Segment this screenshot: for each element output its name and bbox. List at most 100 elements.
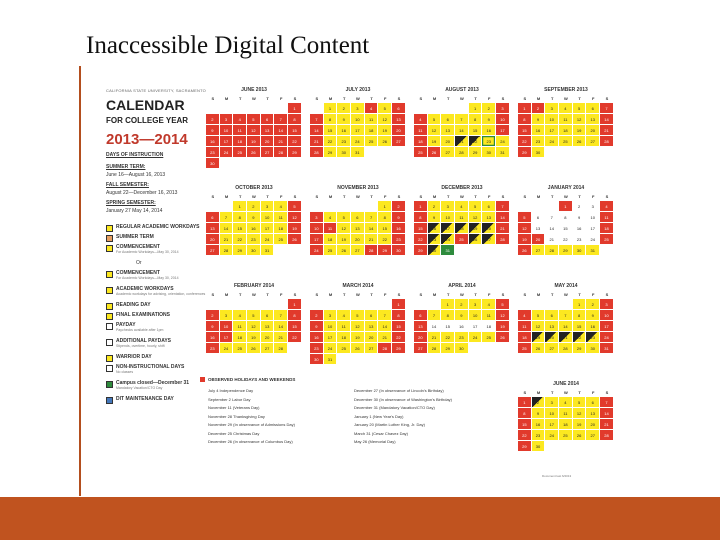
weekday-label: M bbox=[432, 292, 437, 297]
weekday-label: T bbox=[342, 292, 346, 297]
day-cell bbox=[310, 103, 324, 114]
day-cell: 11 bbox=[414, 125, 428, 136]
day-cell: 31 bbox=[260, 245, 275, 256]
day-cell: 24 bbox=[351, 136, 365, 147]
day-cell: 20 bbox=[364, 332, 379, 343]
day-cell: 22 bbox=[288, 136, 302, 147]
calendar-heading: CALENDAR bbox=[106, 97, 185, 113]
day-cell: 4 bbox=[600, 201, 614, 212]
day-cell: 1 bbox=[572, 299, 587, 310]
day-grid: 1 2 3 4 5 6 7 8 9 10 11 12 13 14 15 16 17 18 19 20 21 22 23 24 2… bbox=[518, 299, 614, 354]
day-cell: 22 bbox=[233, 234, 248, 245]
day-cell: 11 bbox=[482, 310, 497, 321]
day-cell: 18 bbox=[274, 223, 289, 234]
day-cell: 7 bbox=[274, 310, 289, 321]
weekday-label: T bbox=[446, 96, 450, 101]
day-cell: 11 bbox=[518, 321, 532, 332]
day-cell: 13 bbox=[260, 125, 275, 136]
legend-swatch-icon bbox=[106, 303, 113, 310]
day-cell: 8 bbox=[559, 212, 573, 223]
day-cell: 28 bbox=[274, 147, 289, 158]
day-cell: 21 bbox=[427, 332, 442, 343]
summer-term-label: SUMMER TERM: bbox=[106, 164, 146, 170]
holiday-line: January 20 (Martin Luther King, Jr. Day) bbox=[354, 422, 425, 427]
legend-description: Stipends, overtime, hourly, shift bbox=[116, 344, 165, 348]
weekday-label: W bbox=[252, 292, 256, 297]
legend-swatch-icon bbox=[106, 287, 113, 294]
day-cell: 4 bbox=[455, 201, 469, 212]
weekday-label: M bbox=[328, 194, 333, 199]
day-cell: 12 bbox=[468, 212, 483, 223]
holiday-line: September 2 Labor Day bbox=[208, 396, 251, 402]
day-cell bbox=[337, 299, 352, 310]
month-calendar: MARCH 2014 S M T W T F S 1 2 3 4 5 6 7 8 9 10 11 12 13 14 15 16… bbox=[310, 282, 406, 374]
weekday-label: T bbox=[550, 194, 554, 199]
day-cell: 20 bbox=[441, 136, 456, 147]
day-cell: 17 bbox=[468, 321, 483, 332]
day-cell: 7 bbox=[274, 114, 289, 125]
day-cell: 28 bbox=[427, 343, 442, 354]
day-cell: 2 bbox=[427, 201, 442, 212]
month-title: MARCH 2014 bbox=[342, 283, 374, 289]
day-cell: 3 bbox=[468, 299, 483, 310]
day-cell: 30 bbox=[206, 158, 220, 169]
day-cell: 28 bbox=[545, 245, 560, 256]
day-grid: 1 2 3 4 5 6 7 8 9 10 11 12 13 14 15 16 17 18 19 20 21 22 23 24 2… bbox=[518, 397, 614, 452]
day-cell bbox=[260, 103, 275, 114]
day-cell: 4 bbox=[337, 310, 352, 321]
day-cell: 29 bbox=[392, 343, 406, 354]
weekday-label: T bbox=[446, 292, 450, 297]
day-cell: 10 bbox=[545, 114, 560, 125]
day-cell: 6 bbox=[586, 397, 601, 408]
day-cell: 17 bbox=[586, 223, 601, 234]
day-cell: 26 bbox=[378, 136, 393, 147]
day-cell: 12 bbox=[288, 212, 302, 223]
legend-item: Campus closed—December 31 Mandatory Vacat… bbox=[106, 380, 204, 394]
holidays-title-text: OBSERVED HOLIDAYS AND WEEKENDS bbox=[208, 377, 296, 382]
legend-swatch-icon bbox=[106, 235, 113, 242]
day-cell: 19 bbox=[518, 234, 532, 245]
day-cell: 14 bbox=[219, 223, 234, 234]
day-cell: 18 bbox=[559, 419, 573, 430]
day-cell: 9 bbox=[310, 321, 324, 332]
day-cell: 17 bbox=[310, 234, 324, 245]
legend-item: REGULAR ACADEMIC WORKDAYS bbox=[106, 224, 204, 238]
day-cell: 7 bbox=[427, 310, 442, 321]
day-cell: 9 bbox=[531, 408, 546, 419]
day-grid: 1 2 3 4 5 6 7 8 9 10 11 12 13 14 15 16 17 18 19 20 21 22 23 24 2… bbox=[206, 103, 302, 169]
weekday-label: T bbox=[238, 292, 242, 297]
day-cell: 8 bbox=[288, 310, 302, 321]
month-title: AUGUST 2013 bbox=[445, 87, 479, 93]
day-cell: 11 bbox=[455, 212, 469, 223]
day-cell: 26 bbox=[351, 343, 365, 354]
left-accent-rule bbox=[79, 66, 81, 496]
day-cell: 27 bbox=[545, 343, 560, 354]
holiday-line: December 30 (In observance of Washington… bbox=[354, 396, 452, 402]
day-cell bbox=[219, 103, 234, 114]
day-cell: 8 bbox=[378, 212, 393, 223]
day-cell: 26 bbox=[247, 147, 261, 158]
day-cell: 18 bbox=[518, 332, 532, 343]
day-cell: 8 bbox=[572, 310, 587, 321]
day-cell: 2 bbox=[206, 310, 220, 321]
day-cell: 10 bbox=[496, 114, 510, 125]
day-cell: 20 bbox=[260, 136, 275, 147]
day-cell: 6 bbox=[531, 212, 546, 223]
day-cell: 26 bbox=[247, 343, 261, 354]
weekday-label: F bbox=[592, 390, 595, 395]
weekday-label: S bbox=[419, 292, 423, 297]
weekday-label: F bbox=[488, 96, 491, 101]
day-cell: 29 bbox=[233, 245, 248, 256]
weekday-label: T bbox=[370, 96, 373, 101]
day-cell: 13 bbox=[545, 321, 560, 332]
holiday-line: May 26 (Memorial Day) bbox=[354, 439, 396, 444]
holiday-line: December 27 (In observance of Lincoln's … bbox=[354, 388, 444, 393]
day-cell: 30 bbox=[247, 245, 261, 256]
day-cell bbox=[323, 201, 338, 212]
day-cell: 18 bbox=[233, 332, 248, 343]
holiday-line: December 26 (In observance of Columbus D… bbox=[208, 439, 293, 444]
